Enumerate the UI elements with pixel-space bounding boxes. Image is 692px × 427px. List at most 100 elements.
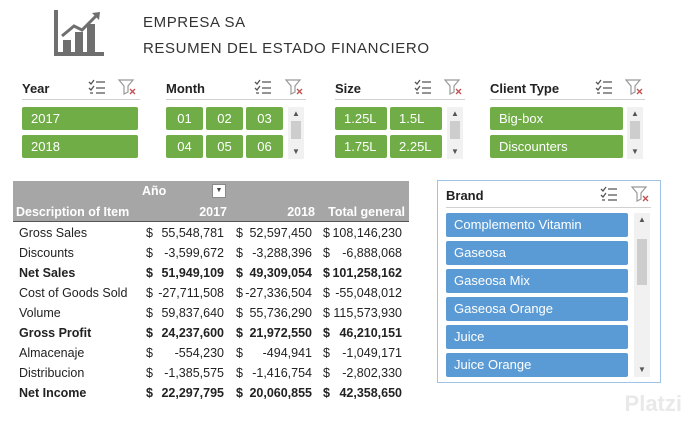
clear-filter-icon[interactable] (444, 79, 462, 95)
scroll-thumb[interactable] (637, 239, 647, 285)
brand-chip[interactable]: Gaseosa Orange (446, 297, 628, 321)
col-header-total: Total general (328, 205, 405, 219)
row-label: Almacenaje (19, 346, 85, 360)
scroll-up-icon[interactable]: ▲ (638, 215, 646, 224)
pivot-header (13, 181, 409, 221)
cell-value: 115,573,930 (333, 306, 402, 320)
table-row: Almacenaje $ -554,230 $ -494,941 $ -1,049,171 (13, 343, 409, 363)
scroll-up-icon[interactable]: ▲ (451, 109, 459, 118)
currency-symbol: $ (236, 326, 243, 340)
size-chip[interactable]: 1.75L (335, 135, 387, 158)
brand-slicer-title: Brand (446, 188, 484, 203)
scroll-down-icon[interactable]: ▼ (292, 147, 300, 156)
scroll-up-icon[interactable]: ▲ (292, 109, 300, 118)
cell-value: 52,597,450 (249, 226, 312, 240)
client-type-chip[interactable]: Discounters (490, 135, 623, 158)
month-chip[interactable]: 01 (166, 107, 203, 130)
currency-symbol: $ (236, 226, 243, 240)
row-label: Distribucion (19, 366, 85, 380)
slicer-divider (446, 207, 651, 208)
cell-value: -1,385,575 (164, 366, 224, 380)
table-row: Discounts $ -3,599,672 $ -3,288,396 $ -6,888,0… (13, 243, 409, 263)
cell-value: 24,237,600 (161, 326, 224, 340)
cell-value: -554,230 (174, 346, 224, 360)
multi-select-icon[interactable] (595, 79, 613, 95)
currency-symbol: $ (146, 346, 153, 360)
currency-symbol: $ (146, 286, 153, 300)
month-chip[interactable]: 03 (246, 107, 283, 130)
month-chip[interactable]: 06 (246, 135, 283, 158)
multi-select-icon[interactable] (600, 186, 618, 202)
cell-value: -2,802,330 (342, 366, 402, 380)
scroll-thumb[interactable] (630, 121, 640, 139)
row-label: Discounts (19, 246, 74, 260)
cell-value: 22,297,795 (161, 386, 224, 400)
size-scrollbar[interactable]: ▲ ▼ (447, 107, 463, 159)
row-label: Net Sales (19, 266, 76, 280)
brand-slicer: Brand Complemento Vitamin Gaseosa Gaseos… (437, 180, 661, 383)
table-row: Cost of Goods Sold $ -27,711,508 $ -27,336,5… (13, 283, 409, 303)
year-chip[interactable]: 2017 (22, 107, 138, 130)
currency-symbol: $ (323, 266, 330, 280)
cell-value: -494,941 (262, 346, 312, 360)
row-label: Net Income (19, 386, 87, 400)
clear-filter-icon[interactable] (625, 79, 643, 95)
currency-symbol: $ (323, 226, 330, 240)
currency-symbol: $ (236, 346, 243, 360)
size-chip[interactable]: 1.25L (335, 107, 387, 130)
cell-value: -6,888,068 (342, 246, 402, 260)
watermark-text: Platzi (624, 391, 682, 416)
scroll-thumb[interactable] (291, 121, 301, 139)
month-chip[interactable]: 02 (206, 107, 243, 130)
multi-select-icon[interactable] (88, 79, 106, 95)
cell-value: -3,288,396 (252, 246, 312, 260)
clear-filter-icon[interactable] (631, 186, 649, 202)
scroll-thumb[interactable] (450, 121, 460, 139)
brand-chip[interactable]: Juice Orange (446, 353, 628, 377)
company-title: EMPRESA SA (143, 14, 246, 31)
cell-value: -1,049,171 (342, 346, 402, 360)
cell-value: 42,358,650 (339, 386, 402, 400)
cell-value: -1,416,754 (252, 366, 312, 380)
currency-symbol: $ (146, 226, 153, 240)
month-chip[interactable]: 05 (206, 135, 243, 158)
size-chip[interactable]: 2.25L (390, 135, 442, 158)
brand-chip[interactable]: Juice (446, 325, 628, 349)
client-type-scrollbar[interactable]: ▲ ▼ (627, 107, 643, 159)
multi-select-icon[interactable] (254, 79, 272, 95)
row-label: Gross Profit (19, 326, 92, 340)
report-subtitle: RESUMEN DEL ESTADO FINANCIERO (143, 40, 430, 57)
currency-symbol: $ (236, 286, 243, 300)
month-chip[interactable]: 04 (166, 135, 203, 158)
scroll-down-icon[interactable]: ▼ (638, 365, 646, 374)
month-slicer-title: Month (166, 81, 205, 96)
brand-scrollbar[interactable]: ▲ ▼ (634, 213, 650, 377)
cell-value: 59,837,640 (161, 306, 224, 320)
currency-symbol: $ (146, 246, 153, 260)
scroll-down-icon[interactable]: ▼ (631, 147, 639, 156)
brand-chip[interactable]: Complemento Vitamin (446, 213, 628, 237)
row-label: Gross Sales (19, 226, 88, 240)
month-scrollbar[interactable]: ▲ ▼ (288, 107, 304, 159)
cell-value: -27,336,504 (245, 286, 312, 300)
scroll-up-icon[interactable]: ▲ (631, 109, 639, 118)
clear-filter-icon[interactable] (285, 79, 303, 95)
scroll-down-icon[interactable]: ▼ (451, 147, 459, 156)
filter-dropdown-icon[interactable]: ▼ (212, 184, 226, 198)
currency-symbol: $ (323, 346, 330, 360)
client-type-chip[interactable]: Big-box (490, 107, 623, 130)
table-row: Gross Profit $24,237,600 $21,972,550 $46,21… (13, 323, 409, 343)
size-slicer-title: Size (335, 81, 362, 96)
clear-filter-icon[interactable] (118, 79, 136, 95)
brand-chip[interactable]: Gaseosa Mix (446, 269, 628, 293)
currency-symbol: $ (323, 306, 330, 320)
year-chip[interactable]: 2018 (22, 135, 138, 158)
slicer-divider (335, 99, 465, 100)
multi-select-icon[interactable] (414, 79, 432, 95)
cell-value: 55,548,781 (161, 226, 224, 240)
row-label: Volume (19, 306, 61, 320)
size-chip[interactable]: 1.5L (390, 107, 442, 130)
cell-value: 20,060,855 (249, 386, 312, 400)
brand-chip[interactable]: Gaseosa (446, 241, 628, 265)
currency-symbol: $ (146, 386, 153, 400)
